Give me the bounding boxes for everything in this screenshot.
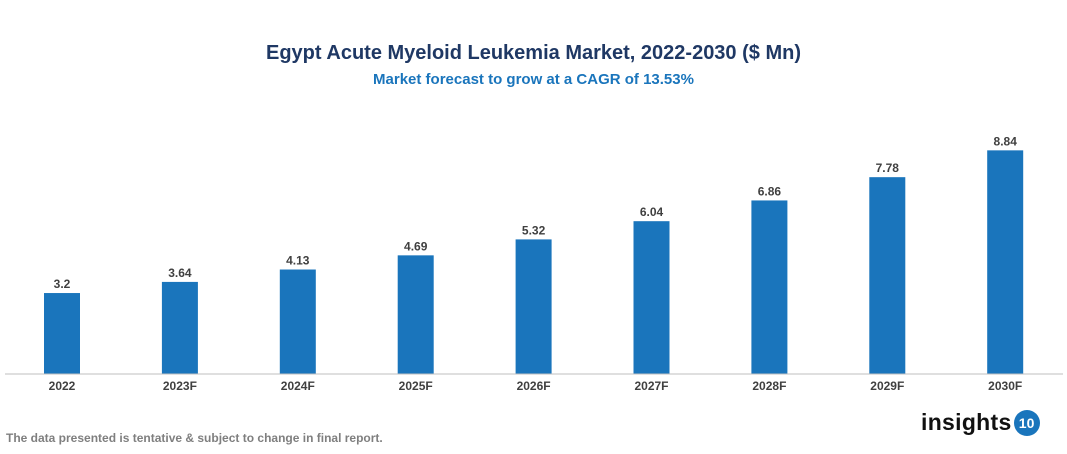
x-tick-label: 2027F xyxy=(634,379,668,393)
footnote: The data presented is tentative & subjec… xyxy=(6,431,383,445)
bar xyxy=(397,255,434,374)
bar xyxy=(515,239,552,374)
data-label: 4.69 xyxy=(404,239,428,253)
insights10-logo: insights 10 xyxy=(921,409,1040,436)
x-tick-label: 2029F xyxy=(870,379,904,393)
x-tick-label: 2024F xyxy=(281,379,315,393)
logo-text: insights xyxy=(921,409,1012,435)
data-label: 4.13 xyxy=(286,254,310,268)
bar xyxy=(751,200,788,374)
bar xyxy=(869,177,906,374)
data-label: 6.04 xyxy=(640,205,664,219)
logo-badge: 10 xyxy=(1013,409,1040,436)
bar xyxy=(987,150,1024,374)
data-label: 6.86 xyxy=(758,184,782,198)
x-tick-label: 2025F xyxy=(399,379,433,393)
x-tick-label: 2028F xyxy=(752,379,786,393)
data-label: 8.84 xyxy=(994,134,1018,148)
chart-title: Egypt Acute Myeloid Leukemia Market, 202… xyxy=(266,42,801,64)
bar xyxy=(161,281,198,374)
x-tick-label: 2030F xyxy=(988,379,1022,393)
bar xyxy=(279,269,316,374)
data-label: 3.64 xyxy=(168,266,192,280)
x-tick-label: 2022 xyxy=(49,379,76,393)
chart-subtitle: Market forecast to grow at a CAGR of 13.… xyxy=(373,71,694,88)
bar xyxy=(633,221,670,374)
data-label: 3.2 xyxy=(54,277,71,291)
bar xyxy=(44,293,80,374)
x-tick-label: 2026F xyxy=(517,379,551,393)
data-label: 7.78 xyxy=(876,161,900,175)
data-label: 5.32 xyxy=(522,223,546,237)
x-tick-label: 2023F xyxy=(163,379,197,393)
